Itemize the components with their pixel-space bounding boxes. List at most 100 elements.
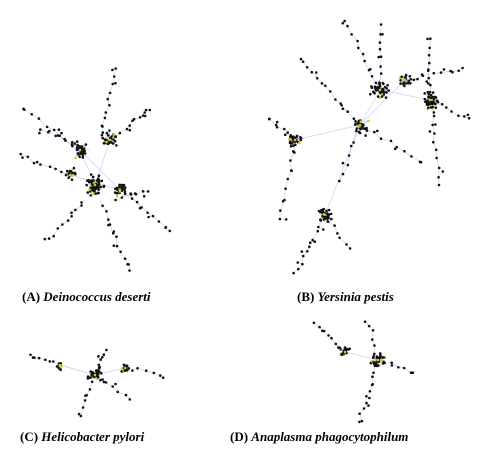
node: [428, 95, 431, 99]
node: [60, 170, 63, 174]
node: [346, 163, 350, 167]
edge: [110, 138, 117, 146]
node: [86, 375, 90, 378]
node: [124, 393, 128, 397]
node: [441, 170, 445, 173]
edge: [106, 211, 109, 220]
node: [365, 401, 368, 405]
edge: [105, 105, 110, 113]
node: [357, 46, 360, 50]
node: [113, 191, 117, 194]
node: [159, 374, 162, 377]
node: [57, 367, 61, 370]
node: [100, 133, 104, 137]
node: [136, 367, 139, 370]
node: [131, 369, 134, 372]
node: [361, 127, 365, 130]
edge: [290, 160, 292, 171]
node: [400, 75, 404, 79]
node: [376, 95, 380, 98]
node: [440, 102, 444, 106]
node: [378, 41, 382, 44]
edge: [69, 174, 121, 191]
edge: [94, 139, 111, 186]
node: [322, 207, 326, 211]
node: [424, 100, 427, 104]
node: [48, 129, 51, 133]
node: [89, 376, 92, 379]
node: [124, 364, 127, 368]
node: [382, 90, 386, 94]
node: [104, 381, 108, 384]
node: [363, 59, 366, 63]
edge: [24, 109, 32, 115]
node: [164, 226, 167, 229]
node: [91, 183, 94, 186]
node: [433, 95, 437, 99]
node: [379, 358, 383, 362]
node: [81, 406, 85, 409]
node: [275, 120, 279, 124]
node: [106, 134, 110, 137]
node: [296, 261, 300, 264]
node: [107, 223, 110, 227]
node: [123, 192, 127, 196]
node: [372, 90, 375, 94]
node: [74, 156, 77, 160]
node: [355, 129, 358, 133]
node: [297, 267, 300, 271]
edge: [353, 130, 357, 143]
node: [128, 124, 131, 127]
node: [327, 213, 331, 216]
node: [103, 116, 107, 120]
node: [408, 75, 412, 78]
node: [73, 142, 77, 145]
node: [118, 186, 122, 189]
node: [315, 77, 319, 80]
node: [90, 380, 94, 384]
node: [37, 356, 41, 360]
node: [369, 68, 372, 71]
node: [390, 364, 394, 367]
node: [70, 178, 74, 181]
node: [120, 370, 123, 373]
node: [81, 156, 85, 159]
edge: [141, 207, 148, 213]
edge: [158, 221, 167, 228]
node: [65, 169, 69, 173]
node: [367, 404, 370, 407]
node: [378, 90, 382, 94]
node: [128, 128, 132, 132]
node: [433, 102, 437, 106]
node: [86, 377, 90, 380]
edge: [117, 391, 127, 396]
edge: [380, 24, 382, 35]
node: [71, 171, 74, 175]
node: [334, 342, 338, 346]
node: [327, 334, 330, 337]
node: [108, 138, 112, 142]
node: [119, 250, 122, 254]
node: [127, 367, 131, 370]
node: [147, 215, 150, 219]
node: [70, 143, 74, 146]
node: [317, 225, 320, 229]
edge: [371, 330, 374, 340]
node: [56, 227, 60, 230]
node: [289, 135, 292, 139]
edge: [338, 173, 344, 182]
node: [370, 359, 373, 363]
edge: [422, 72, 434, 77]
node: [436, 100, 439, 103]
node: [35, 160, 39, 164]
node: [148, 108, 152, 112]
node: [292, 144, 295, 148]
node: [384, 96, 388, 99]
node: [99, 185, 102, 189]
node: [82, 149, 86, 153]
node: [118, 131, 122, 135]
node: [97, 363, 101, 367]
node: [434, 148, 438, 152]
node: [45, 125, 49, 129]
node: [102, 380, 106, 384]
